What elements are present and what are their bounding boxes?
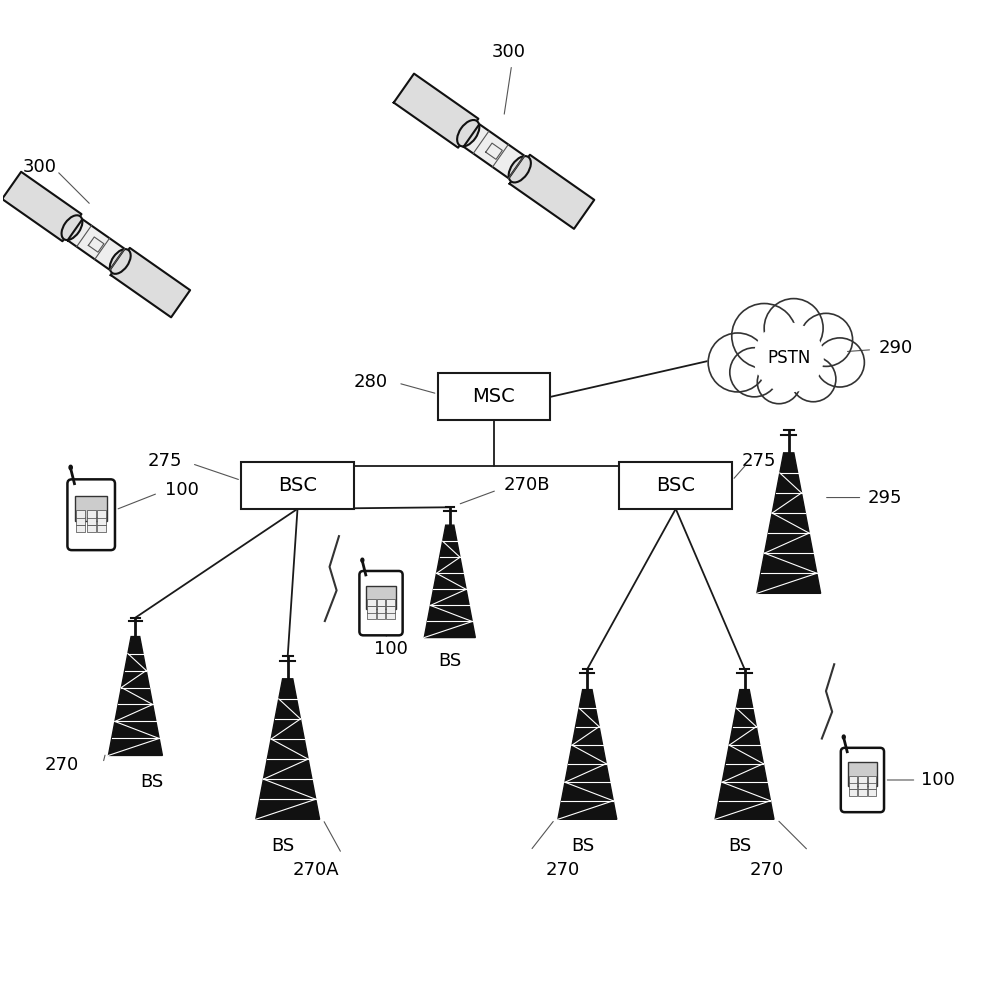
- Text: BS: BS: [271, 837, 294, 855]
- FancyBboxPatch shape: [87, 510, 96, 518]
- FancyBboxPatch shape: [848, 762, 877, 786]
- Text: 270: 270: [545, 861, 580, 879]
- FancyBboxPatch shape: [368, 606, 375, 613]
- FancyBboxPatch shape: [376, 612, 385, 619]
- Polygon shape: [2, 172, 81, 241]
- Polygon shape: [111, 248, 190, 317]
- Polygon shape: [67, 219, 124, 270]
- FancyBboxPatch shape: [386, 612, 395, 619]
- FancyBboxPatch shape: [386, 606, 395, 613]
- Ellipse shape: [69, 465, 72, 470]
- Circle shape: [790, 357, 836, 402]
- FancyBboxPatch shape: [376, 606, 385, 613]
- FancyBboxPatch shape: [841, 748, 884, 812]
- FancyBboxPatch shape: [368, 612, 375, 619]
- Circle shape: [757, 360, 800, 404]
- FancyBboxPatch shape: [97, 525, 106, 532]
- Polygon shape: [510, 155, 594, 229]
- Text: BSC: BSC: [278, 476, 317, 495]
- FancyBboxPatch shape: [619, 462, 732, 509]
- Ellipse shape: [457, 120, 479, 146]
- FancyBboxPatch shape: [367, 586, 396, 609]
- FancyBboxPatch shape: [241, 462, 354, 509]
- Circle shape: [732, 304, 796, 368]
- Ellipse shape: [61, 215, 82, 240]
- FancyBboxPatch shape: [87, 517, 96, 525]
- Text: 290: 290: [879, 339, 913, 357]
- Text: BS: BS: [438, 652, 461, 670]
- Circle shape: [755, 323, 823, 392]
- Ellipse shape: [110, 249, 130, 274]
- FancyBboxPatch shape: [97, 517, 106, 525]
- Text: PSTN: PSTN: [767, 349, 810, 367]
- FancyBboxPatch shape: [76, 517, 85, 525]
- Text: 275: 275: [147, 452, 182, 470]
- Text: 275: 275: [742, 452, 777, 470]
- FancyBboxPatch shape: [859, 789, 866, 796]
- FancyBboxPatch shape: [97, 510, 106, 518]
- Circle shape: [815, 338, 864, 387]
- Text: MSC: MSC: [472, 387, 516, 406]
- Polygon shape: [757, 453, 821, 593]
- FancyBboxPatch shape: [76, 525, 85, 532]
- Ellipse shape: [509, 156, 531, 182]
- FancyBboxPatch shape: [859, 782, 866, 789]
- FancyBboxPatch shape: [867, 776, 876, 783]
- Text: BS: BS: [728, 837, 751, 855]
- Text: 300: 300: [492, 43, 526, 61]
- Polygon shape: [463, 124, 525, 178]
- Text: BS: BS: [140, 773, 164, 791]
- Ellipse shape: [843, 735, 845, 739]
- Circle shape: [730, 348, 779, 397]
- FancyBboxPatch shape: [376, 599, 385, 606]
- FancyBboxPatch shape: [67, 479, 115, 550]
- Text: 270: 270: [750, 861, 783, 879]
- Text: 280: 280: [354, 373, 388, 391]
- Polygon shape: [558, 690, 617, 819]
- FancyBboxPatch shape: [867, 782, 876, 789]
- Text: BSC: BSC: [656, 476, 696, 495]
- Text: 100: 100: [165, 481, 199, 499]
- FancyBboxPatch shape: [87, 525, 96, 532]
- Text: BS: BS: [571, 837, 594, 855]
- Polygon shape: [394, 74, 478, 148]
- Text: 295: 295: [867, 489, 902, 507]
- Text: 100: 100: [373, 640, 408, 658]
- Text: 270: 270: [44, 756, 78, 774]
- Circle shape: [764, 299, 823, 358]
- FancyBboxPatch shape: [867, 789, 876, 796]
- Polygon shape: [424, 525, 475, 638]
- Text: 100: 100: [922, 771, 955, 789]
- Polygon shape: [256, 679, 319, 819]
- FancyBboxPatch shape: [438, 373, 550, 420]
- Polygon shape: [715, 690, 774, 819]
- FancyBboxPatch shape: [849, 782, 857, 789]
- Ellipse shape: [361, 558, 364, 562]
- Text: 300: 300: [23, 158, 56, 176]
- Circle shape: [708, 333, 767, 392]
- Text: 270B: 270B: [504, 476, 550, 494]
- FancyBboxPatch shape: [386, 599, 395, 606]
- FancyBboxPatch shape: [368, 599, 375, 606]
- FancyBboxPatch shape: [849, 776, 857, 783]
- FancyBboxPatch shape: [76, 510, 85, 518]
- FancyBboxPatch shape: [859, 776, 866, 783]
- FancyBboxPatch shape: [849, 789, 857, 796]
- FancyBboxPatch shape: [75, 496, 107, 521]
- Circle shape: [799, 313, 853, 366]
- Text: 270A: 270A: [292, 861, 339, 879]
- FancyBboxPatch shape: [360, 571, 403, 635]
- Polygon shape: [109, 637, 162, 755]
